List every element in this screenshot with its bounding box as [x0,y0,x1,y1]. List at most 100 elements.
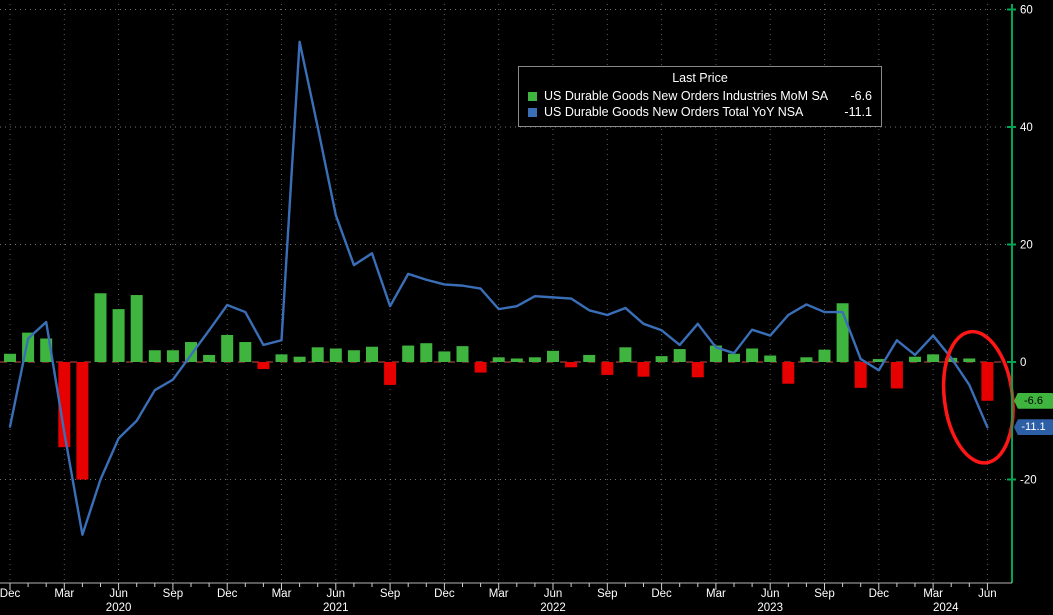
legend-row-yoy: US Durable Goods New Orders Total YoY NS… [528,104,872,120]
legend-value-mom: -6.6 [850,89,872,103]
mom-bar [691,362,704,378]
mom-bar [583,354,596,362]
mom-bar [528,357,541,362]
legend-label-mom: US Durable Goods New Orders Industries M… [544,89,829,103]
mom-bar [166,350,179,362]
legend-swatch-green-icon [528,91,537,101]
y-tick-label: 40 [1020,122,1033,134]
mom-bar [474,362,487,373]
mom-bar [112,309,125,362]
year-label: 2022 [540,602,566,614]
legend-row-mom: US Durable Goods New Orders Industries M… [528,88,872,104]
mom-bar [257,362,270,370]
mom-bar [601,362,614,375]
mom-bar [58,362,71,448]
mom-bar [872,359,885,362]
mom-bar [619,347,632,362]
mom-bar [963,358,976,362]
mom-bar [420,343,433,362]
legend-title: Last Price [672,71,728,85]
legend-value-yoy: -11.1 [844,105,872,119]
mom-bar [655,356,668,362]
mom-bar [22,332,35,362]
y-tick-label: 20 [1020,240,1033,252]
mom-bar [275,354,288,362]
mom-bar [293,356,306,362]
x-tick-label: Dec [217,588,238,600]
y-tick-label: 60 [1020,5,1033,17]
mom-bar [800,357,813,362]
x-tick-label: Sep [380,588,400,600]
legend-label-yoy: US Durable Goods New Orders Total YoY NS… [544,105,804,119]
mom-bar [384,362,397,385]
x-tick-label: Sep [597,588,617,600]
mom-bar [456,346,469,362]
highlight-ellipse-annotation [941,329,1015,465]
right-axis: 60 40 20 0 -20 [1007,4,1037,583]
x-tick-label: Dec [869,588,890,600]
mom-bar [347,350,360,362]
mom-bar [203,354,216,362]
mom-bar [746,348,759,362]
x-tick-label: Jun [109,588,128,600]
x-tick-label: Sep [814,588,834,600]
mom-bar [311,347,324,362]
mom-bar [438,351,451,362]
x-tick-label: Jun [544,588,563,600]
mom-bar [185,342,197,362]
mom-bar [782,362,795,384]
x-tick-label: Dec [651,588,672,600]
mom-bar [510,358,523,362]
x-tick-label: Dec [0,588,20,600]
x-tick-label: Mar [923,588,943,600]
x-tick-label: Jun [761,588,780,600]
mom-bars-series [4,293,994,480]
mom-bar [94,293,107,362]
last-price-tag-mom: -6.6 [1014,392,1053,409]
mom-bar [130,295,143,362]
legend: Last Price US Durable Goods New Orders I… [518,66,882,127]
mom-bar [890,362,903,389]
last-price-tag-yoy: -11.1 [1014,419,1053,436]
year-label: 2020 [106,602,132,614]
mom-bar [565,362,578,368]
mom-bar [673,349,686,362]
mom-bar [4,353,16,362]
year-label: 2023 [757,602,783,614]
mom-bar [981,362,994,401]
mom-bar [637,362,650,377]
mom-bar [818,349,831,362]
mom-bar [221,334,234,362]
mom-bar [402,345,415,362]
legend-swatch-blue-icon [528,107,537,117]
y-tick-label: 0 [1020,357,1026,369]
mom-bar [148,350,161,362]
x-tick-label: Sep [163,588,183,600]
x-tick-label: Jun [327,588,346,600]
x-tick-label: Mar [272,588,292,600]
mom-bar [492,357,505,362]
x-tick-label: Mar [706,588,726,600]
x-tick-label: Mar [54,588,74,600]
x-tick-label: Dec [434,588,455,600]
mom-bar [76,362,89,480]
mom-bar [547,350,559,362]
year-label: 2021 [323,602,349,614]
mom-bar [927,354,940,362]
year-label: 2024 [933,602,959,614]
mom-bar [366,346,378,362]
mom-bar [764,355,777,362]
x-axis: Dec Mar Jun Sep Dec Mar Jun Sep Dec Mar Jun Sep Dec M… [0,582,1012,614]
mom-bar [728,353,740,362]
x-tick-label: Jun [978,588,997,600]
mom-bar [239,342,252,362]
yoy-line-series [8,40,989,536]
x-tick-label: Mar [489,588,509,600]
mom-bar [709,345,722,362]
mom-bar [909,356,921,362]
mom-bar [854,362,867,388]
mom-bar [329,348,342,362]
y-tick-label: -20 [1020,475,1037,487]
